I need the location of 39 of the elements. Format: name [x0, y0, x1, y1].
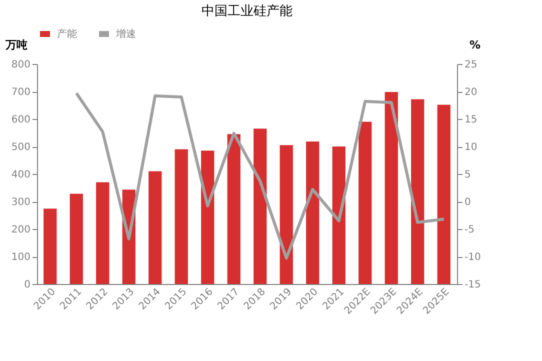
bar	[384, 92, 398, 284]
y2-tick-label: 0	[464, 197, 471, 208]
bar	[148, 171, 162, 284]
y2-tick-label: 15	[464, 114, 478, 126]
y-tick-label: 600	[11, 114, 30, 126]
y-tick-label: 700	[11, 87, 30, 98]
bar	[44, 208, 57, 284]
legend-label: 产能	[57, 28, 77, 40]
y2-tick-label: 25	[464, 60, 478, 70]
y-tick-label: 800	[11, 60, 30, 70]
y2-tick-label: 20	[464, 87, 478, 98]
y2-tick-label: 5	[464, 170, 471, 180]
y2-tick-label: -15	[464, 280, 481, 290]
y2-tick-label: -10	[464, 252, 481, 263]
bar	[280, 145, 293, 284]
bar	[358, 122, 372, 284]
y-tick-label: 400	[11, 170, 30, 180]
y2-axis-title: %	[470, 38, 481, 52]
bar	[174, 149, 188, 284]
bar	[437, 104, 450, 284]
bar	[96, 182, 110, 284]
line-series	[74, 92, 446, 260]
y-tick-label: 500	[11, 142, 30, 153]
bar	[201, 150, 214, 284]
bar	[306, 142, 320, 284]
bar	[411, 99, 424, 284]
bar	[70, 194, 83, 284]
y-tick-label: 300	[11, 197, 30, 208]
y-tick-label: 200	[11, 224, 30, 236]
bar	[332, 146, 346, 284]
y-tick-label: 100	[11, 252, 30, 263]
bar	[227, 134, 240, 284]
y-tick-label: 0	[24, 280, 30, 290]
y2-tick-label: 10	[464, 142, 478, 153]
bar	[254, 128, 267, 284]
legend-label: 增速	[115, 28, 136, 40]
chart-title: 中国工业硅产能	[202, 4, 292, 19]
y-axis-title: 万吨	[4, 38, 28, 52]
y2-tick-label: -5	[464, 224, 474, 236]
